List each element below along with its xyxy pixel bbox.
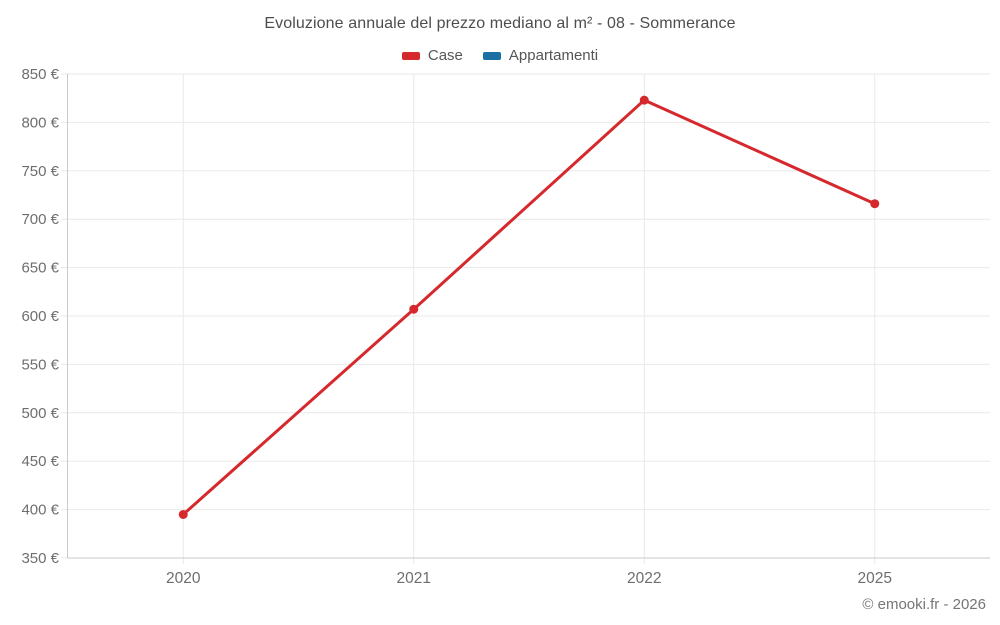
x-tick-label: 2022 (627, 570, 661, 587)
data-point-case-2020[interactable] (178, 509, 188, 519)
legend-label-appartamenti: Appartamenti (508, 47, 599, 64)
y-tick-label: 350 € (21, 550, 59, 567)
y-tick-label: 450 € (21, 453, 59, 470)
x-tick-label: 2021 (397, 570, 431, 587)
y-tick-label: 850 € (21, 66, 59, 83)
attribution: © emooki.fr - 2026 (862, 596, 986, 613)
appartamenti-series-swatch-icon (482, 51, 501, 60)
x-tick-label: 2020 (166, 570, 201, 587)
data-point-case-2022[interactable] (639, 95, 649, 105)
legend-item-appartamenti[interactable]: Appartamenti (482, 47, 599, 64)
legend: Case Appartamenti (0, 47, 1000, 64)
y-tick-label: 600 € (21, 308, 59, 325)
x-tick-label: 2025 (858, 570, 892, 587)
legend-label-case: Case (427, 47, 463, 64)
case-series-swatch-icon (401, 51, 420, 60)
y-tick-label: 700 € (21, 211, 59, 228)
data-point-case-2025[interactable] (870, 199, 880, 209)
y-tick-label: 500 € (21, 405, 59, 422)
y-tick-label: 750 € (21, 163, 59, 180)
y-tick-label: 550 € (21, 356, 59, 373)
data-point-case-2021[interactable] (409, 304, 419, 314)
chart-title: Evoluzione annuale del prezzo mediano al… (264, 15, 736, 32)
y-tick-label: 650 € (21, 260, 59, 277)
y-tick-label: 400 € (21, 502, 59, 519)
series-line-case (181, 98, 877, 516)
y-tick-label: 800 € (21, 114, 59, 131)
legend-item-case[interactable]: Case (401, 47, 463, 64)
